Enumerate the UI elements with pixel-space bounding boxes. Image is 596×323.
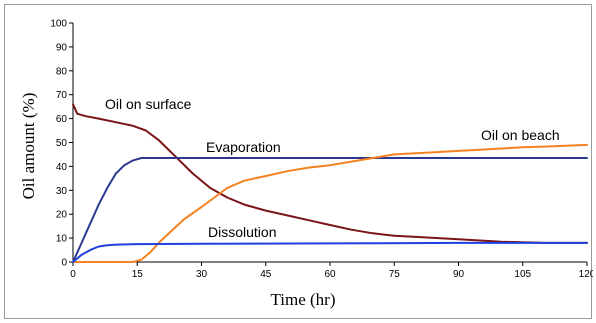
label-oil-on-surface: Oil on surface xyxy=(105,96,192,112)
series-line-dissolution xyxy=(72,241,588,263)
x-tick-label: 30 xyxy=(196,269,208,280)
y-tick-label: 90 xyxy=(56,42,68,53)
label-evaporation: Evaporation xyxy=(206,139,281,155)
label-dissolution: Dissolution xyxy=(208,224,276,240)
chart-frame: 0 10 20 30 40 50 60 70 80 90 100 0 15 30 45 60 75 90 105 1… xyxy=(4,4,593,319)
y-tick-label: 80 xyxy=(56,66,68,77)
oil-budget-line-chart: 0 10 20 30 40 50 60 70 80 90 100 0 15 30 45 60 75 90 105 1… xyxy=(19,19,593,310)
series-line-evaporation xyxy=(72,157,588,263)
y-axis-title: Oil amount (%) xyxy=(19,93,38,200)
x-tick-label: 120 xyxy=(579,269,593,280)
x-tick-label: 60 xyxy=(324,269,336,280)
y-tick-label: 10 xyxy=(56,234,68,245)
y-axis-ticks: 0 10 20 30 40 50 60 70 80 90 100 xyxy=(50,19,73,269)
x-tick-label: 105 xyxy=(514,269,531,280)
series-labels: Oil on surface Evaporation Oil on beach … xyxy=(105,96,560,240)
y-tick-label: 60 xyxy=(56,114,68,125)
x-axis-title: Time (hr) xyxy=(270,290,335,309)
y-tick-label: 40 xyxy=(56,162,68,173)
y-tick-label: 50 xyxy=(56,138,68,149)
series-line-oil-on-beach xyxy=(72,143,588,263)
y-tick-label: 0 xyxy=(61,258,67,269)
x-tick-label: 75 xyxy=(389,269,401,280)
y-tick-label: 20 xyxy=(56,210,68,221)
y-tick-label: 70 xyxy=(56,90,68,101)
series-lines xyxy=(72,103,588,263)
x-axis-ticks: 0 15 30 45 60 75 90 105 120 xyxy=(70,262,593,280)
x-tick-label: 0 xyxy=(70,269,76,280)
x-tick-label: 45 xyxy=(260,269,272,280)
series-line-oil-on-surface xyxy=(72,103,588,244)
y-tick-label: 30 xyxy=(56,186,68,197)
x-tick-label: 90 xyxy=(453,269,465,280)
label-oil-on-beach: Oil on beach xyxy=(481,127,560,143)
x-tick-label: 15 xyxy=(132,269,144,280)
y-tick-label: 100 xyxy=(50,19,67,30)
